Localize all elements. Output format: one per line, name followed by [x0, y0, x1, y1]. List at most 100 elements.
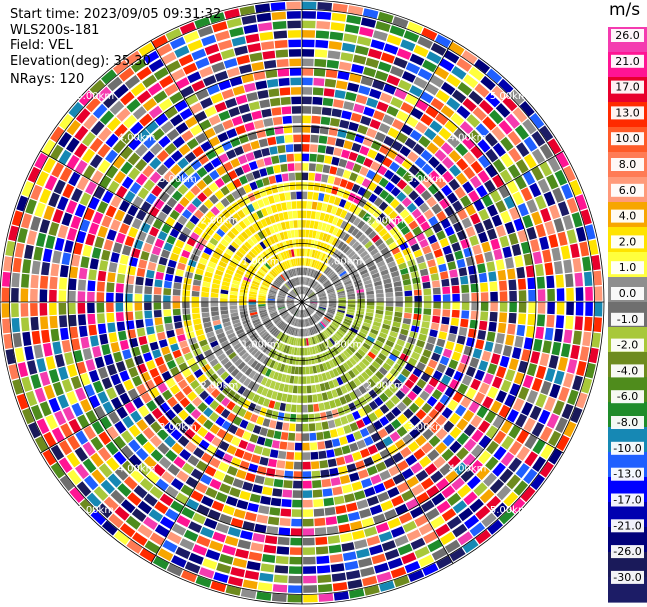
velocity-cell [394, 88, 408, 100]
velocity-cell [424, 128, 437, 141]
velocity-cell [557, 231, 568, 246]
velocity-cell [563, 329, 573, 344]
velocity-cell [507, 164, 521, 179]
velocity-cell [422, 314, 431, 322]
velocity-cell [332, 249, 339, 257]
velocity-cell [565, 273, 574, 288]
velocity-cell [426, 142, 439, 155]
velocity-cell [495, 200, 507, 213]
velocity-cell [530, 239, 540, 252]
velocity-cell [361, 272, 370, 279]
velocity-cell [327, 291, 336, 295]
velocity-cell [305, 258, 309, 266]
velocity-cell [583, 271, 593, 286]
velocity-cell [357, 247, 366, 255]
velocity-cell [410, 351, 421, 361]
velocity-cell [514, 255, 524, 268]
velocity-cell [405, 342, 414, 351]
velocity-cell [487, 363, 498, 375]
velocity-cell [450, 277, 459, 286]
velocity-cell [358, 209, 367, 219]
velocity-cell [307, 307, 313, 314]
velocity-cell [327, 245, 334, 254]
velocity-cell [415, 183, 426, 195]
velocity-cell [302, 106, 312, 114]
velocity-cell [492, 142, 506, 157]
velocity-cell [431, 203, 442, 215]
velocity-cell [546, 314, 555, 328]
velocity-cell [424, 366, 435, 376]
velocity-cell [374, 238, 384, 247]
velocity-cell [391, 348, 401, 357]
velocity-cell [302, 286, 304, 294]
velocity-cell [357, 36, 372, 47]
velocity-cell [327, 310, 335, 315]
velocity-cell [463, 345, 473, 356]
velocity-cell [438, 263, 447, 273]
velocity-cell [328, 195, 336, 204]
velocity-cell [365, 57, 380, 69]
velocity-cell [484, 410, 497, 424]
velocity-cell [582, 331, 592, 347]
velocity-cell [313, 68, 326, 77]
velocity-cell [493, 248, 503, 260]
velocity-cell [442, 302, 451, 310]
velocity-cell [341, 275, 350, 281]
velocity-cell [313, 240, 318, 249]
velocity-cell [478, 420, 491, 434]
velocity-cell [555, 274, 564, 288]
velocity-cell [385, 399, 395, 410]
velocity-cell [537, 178, 550, 194]
colorbar-tick-label: -10.0 [613, 442, 641, 455]
velocity-cell [469, 357, 480, 369]
velocity-cell [310, 300, 318, 302]
velocity-cell [401, 158, 413, 170]
velocity-cell [526, 390, 539, 404]
velocity-cell [390, 174, 401, 185]
velocity-cell [566, 287, 574, 301]
velocity-cell [354, 316, 363, 322]
velocity-cell [440, 81, 456, 96]
velocity-cell [411, 208, 422, 219]
velocity-cell [372, 30, 388, 42]
velocity-cell [544, 368, 556, 382]
velocity-cell [503, 491, 519, 507]
velocity-cell [382, 232, 392, 242]
velocity-cell [522, 170, 536, 186]
velocity-cell [372, 321, 382, 327]
velocity-cell [410, 462, 423, 474]
velocity-cell [391, 406, 402, 417]
velocity-cell [357, 304, 365, 309]
velocity-cell [384, 283, 393, 289]
velocity-cell [390, 395, 401, 405]
velocity-cell [485, 92, 501, 108]
velocity-cell [309, 302, 318, 305]
velocity-cell [419, 268, 429, 277]
velocity-cell [309, 298, 318, 301]
velocity-cell [469, 522, 486, 537]
velocity-cell [363, 318, 372, 325]
velocity-cell [556, 288, 565, 301]
velocity-cell [329, 300, 337, 302]
velocity-cell [446, 97, 461, 111]
velocity-cell [521, 401, 533, 416]
velocity-cell [493, 446, 507, 461]
velocity-cell [439, 463, 453, 476]
velocity-cell [327, 289, 335, 294]
velocity-cell [355, 364, 364, 373]
velocity-cell [337, 307, 346, 311]
velocity-cell [423, 302, 432, 309]
velocity-cell [546, 275, 555, 289]
velocity-cell [449, 164, 462, 177]
velocity-cell [352, 163, 362, 173]
velocity-cell [403, 30, 420, 43]
velocity-cell [383, 278, 392, 285]
velocity-cell [374, 152, 386, 164]
velocity-cell [560, 343, 571, 358]
velocity-cell [456, 258, 466, 269]
velocity-cell [327, 136, 337, 146]
velocity-cell [350, 342, 359, 351]
velocity-cell [442, 434, 455, 447]
velocity-cell [366, 128, 378, 139]
velocity-cell [383, 205, 394, 216]
